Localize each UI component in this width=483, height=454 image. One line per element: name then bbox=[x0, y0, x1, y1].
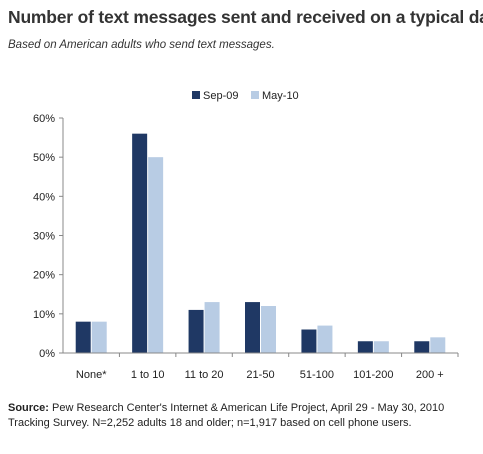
x-tick-label: 21-50 bbox=[246, 369, 274, 381]
x-tick-label: 11 to 20 bbox=[185, 369, 224, 381]
y-tick-label: 10% bbox=[33, 309, 55, 321]
x-tick-label: 1 to 10 bbox=[131, 369, 165, 381]
bar-series1-3 bbox=[245, 302, 260, 353]
chart-subtitle: Based on American adults who send text m… bbox=[8, 39, 275, 51]
x-axis: None* 1 to 10 11 to 20 21-50 51-100 101-200 20… bbox=[63, 352, 459, 381]
source-note: Source: Pew Research Center's Internet &… bbox=[8, 401, 478, 431]
legend-label-series2: May-10 bbox=[262, 90, 299, 102]
y-tick-label: 60% bbox=[33, 113, 55, 125]
bar-series2-6 bbox=[430, 337, 446, 353]
source-text: Pew Research Center's Internet & America… bbox=[8, 402, 445, 429]
chart-title: Number of text messages sent and receive… bbox=[8, 7, 483, 27]
y-tick-label: 0% bbox=[39, 348, 55, 360]
legend-swatch-series2 bbox=[251, 91, 259, 99]
bar-series1-5 bbox=[357, 341, 373, 353]
y-axis: 0% 10% 20% 30% 40% 50% 60% bbox=[33, 113, 64, 360]
legend-label-series1: Sep-09 bbox=[203, 90, 238, 102]
bar-series2-3 bbox=[261, 306, 276, 353]
x-tick-label: 51-100 bbox=[300, 369, 334, 381]
bar-series1-0 bbox=[75, 321, 91, 353]
bar-series2-0 bbox=[91, 321, 107, 353]
bars bbox=[75, 133, 446, 353]
y-tick-label: 30% bbox=[33, 231, 55, 243]
bar-series1-2 bbox=[188, 309, 204, 353]
y-tick-label: 40% bbox=[33, 191, 55, 203]
bar-series1-4 bbox=[301, 329, 317, 353]
bar-chart: Sep-09 May-10 0% 10% 20% 30% 40% 50% 60% None* 1… bbox=[33, 90, 459, 381]
x-tick-label: None* bbox=[76, 369, 107, 381]
bar-series1-6 bbox=[414, 341, 430, 353]
legend: Sep-09 May-10 bbox=[192, 90, 299, 102]
bar-series2-1 bbox=[148, 157, 164, 353]
legend-swatch-series1 bbox=[192, 91, 200, 99]
source-label: Source: bbox=[8, 402, 49, 414]
y-tick-label: 50% bbox=[33, 152, 55, 164]
y-tick-label: 20% bbox=[33, 270, 55, 282]
bar-series2-2 bbox=[204, 302, 220, 353]
bar-series2-4 bbox=[317, 325, 333, 353]
x-tick-label: 200 + bbox=[416, 369, 444, 381]
bar-series1-1 bbox=[132, 133, 148, 353]
x-tick-label: 101-200 bbox=[353, 369, 393, 381]
bar-series2-5 bbox=[373, 341, 389, 353]
